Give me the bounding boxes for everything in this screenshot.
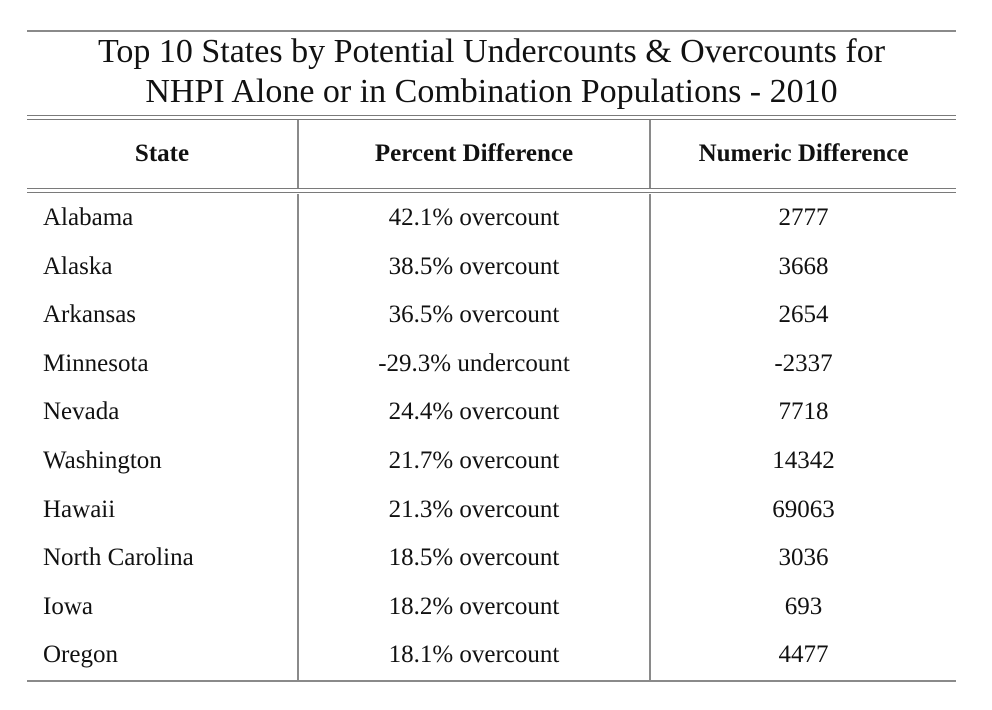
state-cell: Hawaii xyxy=(27,485,299,535)
numeric-difference-cell: 4477 xyxy=(778,641,829,669)
table-row: Arkansas 36.5% overcount 2654 xyxy=(27,291,956,340)
state-cell: Alaska xyxy=(27,242,299,292)
table-row: Alabama 42.1% overcount 2777 xyxy=(27,194,956,243)
table-title-line-1: Top 10 States by Potential Undercounts &… xyxy=(97,33,886,70)
table-row: Minnesota -29.3% undercount -2337 xyxy=(27,339,956,389)
percent-difference-cell: 21.7% overcount xyxy=(299,436,651,486)
column-header-percent-difference: Percent Difference xyxy=(299,120,651,188)
table-title-line-2: NHPI Alone or in Combination Populations… xyxy=(145,73,838,110)
numeric-difference-cell: 7718 xyxy=(778,398,829,426)
column-header-numeric-difference: Numeric Difference xyxy=(698,140,909,167)
numeric-difference-cell: 69063 xyxy=(772,495,835,523)
table-row: Hawaii 21.3% overcount 69063 xyxy=(27,485,956,535)
header-divider xyxy=(27,188,956,193)
table-row: Washington 21.7% overcount 14342 xyxy=(27,436,956,486)
table-row: Alaska 38.5% overcount 3668 xyxy=(27,242,956,292)
numeric-difference-cell: 693 xyxy=(784,592,823,620)
percent-difference-cell: 21.3% overcount xyxy=(299,485,651,535)
top-rule xyxy=(27,30,956,32)
state-cell: Alabama xyxy=(27,194,299,243)
state-cell: Arkansas xyxy=(27,291,299,340)
percent-difference-cell: 38.5% overcount xyxy=(299,242,651,292)
percent-difference-cell: 42.1% overcount xyxy=(299,194,651,243)
data-table: Top 10 States by Potential Undercounts &… xyxy=(27,30,956,682)
numeric-difference-cell: 3668 xyxy=(778,252,829,280)
table-title: Top 10 States by Potential Undercounts &… xyxy=(27,32,956,115)
numeric-difference-cell: 2654 xyxy=(778,301,829,329)
state-cell: Iowa xyxy=(27,582,299,632)
table-row: Oregon 18.1% overcount 4477 xyxy=(27,631,956,680)
state-cell: Minnesota xyxy=(27,339,299,389)
percent-difference-cell: 36.5% overcount xyxy=(299,291,651,340)
percent-difference-cell: 24.4% overcount xyxy=(299,388,651,437)
state-cell: Nevada xyxy=(27,388,299,437)
numeric-difference-cell: 14342 xyxy=(772,446,835,474)
percent-difference-cell: 18.2% overcount xyxy=(299,582,651,632)
table-body: Alabama 42.1% overcount 2777 Alaska 38.5… xyxy=(27,193,956,680)
bottom-rule xyxy=(27,679,956,682)
table-row: North Carolina 18.5% overcount 3036 xyxy=(27,534,956,583)
table-row: Iowa 18.2% overcount 693 xyxy=(27,582,956,632)
column-header-state: State xyxy=(27,120,299,188)
percent-difference-cell: 18.1% overcount xyxy=(299,631,651,680)
numeric-difference-cell: 3036 xyxy=(778,544,829,572)
title-divider xyxy=(27,115,956,120)
state-cell: Oregon xyxy=(27,631,299,680)
state-cell: North Carolina xyxy=(27,534,299,583)
percent-difference-cell: 18.5% overcount xyxy=(299,534,651,583)
table-header-row: State Percent Difference Numeric Differe… xyxy=(27,120,956,188)
numeric-difference-cell: 2777 xyxy=(778,204,829,231)
percent-difference-cell: -29.3% undercount xyxy=(299,339,651,389)
numeric-difference-cell: -2337 xyxy=(774,349,833,377)
state-cell: Washington xyxy=(27,436,299,486)
table-row: Nevada 24.4% overcount 7718 xyxy=(27,388,956,437)
